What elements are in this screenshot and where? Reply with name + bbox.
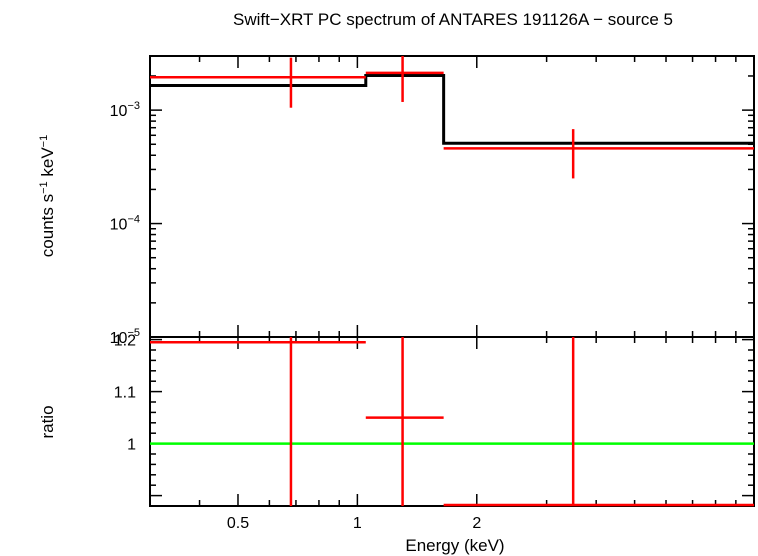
- x-tick-label: 2: [472, 515, 481, 532]
- x-tick-label: 1: [353, 515, 362, 532]
- x-axis-label: Energy (keV): [405, 536, 504, 555]
- spectrum-data-point: [150, 57, 366, 108]
- ratio-y-tick-label: 1.2: [114, 333, 136, 350]
- ratio-panel: 1 1.1 1.2 0.5 1 2: [114, 333, 755, 532]
- ratio-y-tick-label: 1: [127, 437, 136, 454]
- ratio-data-point: [150, 337, 366, 506]
- ratio-data-point: [365, 337, 444, 506]
- ratio-frame: [149, 336, 755, 507]
- ratio-y-axis-label: ratio: [38, 405, 57, 438]
- spectrum-panel: 10−3 10−4 10−5: [110, 55, 755, 347]
- chart-title: Swift−XRT PC spectrum of ANTARES 191126A…: [233, 10, 673, 29]
- spectrum-y-axis-label: counts s−1 keV−1: [38, 135, 57, 257]
- spectrum-y-tick-label: 10−4: [110, 214, 140, 234]
- spectrum-frame: [149, 55, 755, 338]
- ratio-data-point: [443, 337, 754, 507]
- spectrum-y-tick-label: 10−5: [110, 327, 140, 347]
- spectrum-data-point: [365, 56, 444, 102]
- model-step-line: [150, 73, 754, 145]
- x-tick-label: 0.5: [227, 515, 249, 532]
- ratio-y-tick-label: 1.1: [114, 385, 136, 402]
- spectrum-data-point: [443, 129, 754, 179]
- spectrum-y-tick-label: 10−3: [110, 100, 140, 120]
